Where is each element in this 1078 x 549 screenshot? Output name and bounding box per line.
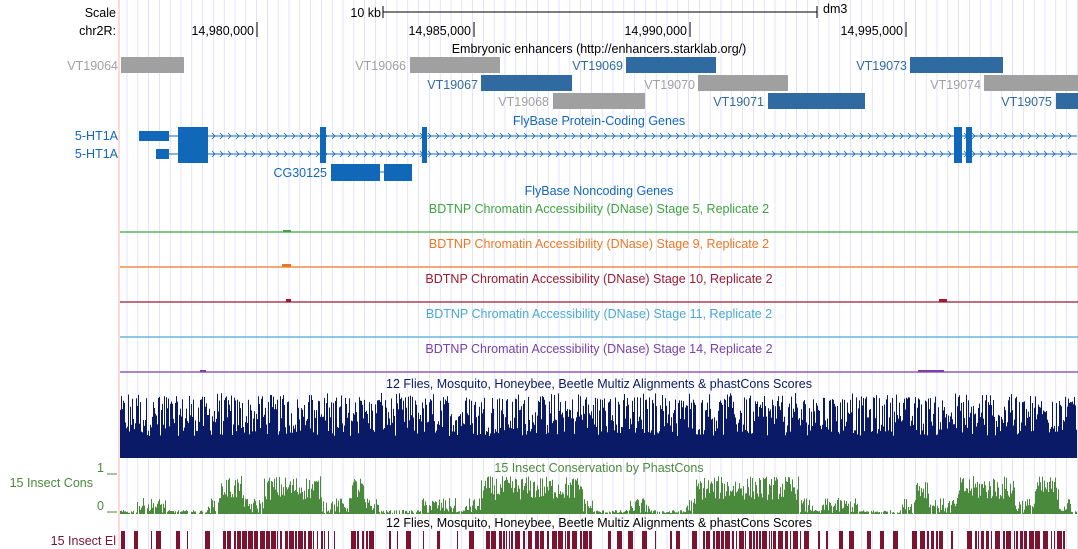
enhancer-label-vt19069[interactable]: VT19069: [572, 59, 623, 73]
dnase-stage10-peak: [939, 299, 947, 302]
enhancer-feature-vt19070[interactable]: [698, 75, 788, 91]
multiz-track[interactable]: 12 Flies, Mosquito, Honeybee, Beetle Mul…: [120, 377, 1077, 458]
enhancer-label-vt19073[interactable]: VT19073: [856, 59, 907, 73]
dnase-stage5-peak: [283, 230, 291, 232]
ruler-header[interactable]: Scale 10 kb dm3 chr2R: 14,980,000 14,985…: [79, 2, 907, 38]
dnase-tracks[interactable]: BDTNP Chromatin Accessibility (DNase) St…: [120, 202, 1078, 373]
gene-label-5-ht1a[interactable]: 5-HT1A: [75, 147, 119, 161]
elements-side-label[interactable]: 15 Insect El: [51, 534, 116, 548]
conservation-axis-max: 1: [97, 461, 104, 475]
dnase-stage10-peak: [286, 299, 291, 302]
insect-elements-track[interactable]: 12 Flies, Mosquito, Honeybee, Beetle Mul…: [51, 516, 1065, 549]
enhancer-feature-vt19064[interactable]: [121, 57, 184, 73]
conservation-histogram[interactable]: [120, 476, 1077, 514]
enhancer-feature-vt19074[interactable]: [984, 75, 1078, 91]
enhancer-feature-vt19075[interactable]: [1056, 93, 1078, 109]
multiz-conservation-histogram[interactable]: [120, 393, 1077, 458]
elements-track-title: 12 Flies, Mosquito, Honeybee, Beetle Mul…: [386, 516, 812, 530]
gene-model-5-ht1a[interactable]: [139, 127, 1077, 145]
dnase-stage11-title[interactable]: BDTNP Chromatin Accessibility (DNase) St…: [426, 307, 772, 321]
position-label: 14,990,000: [624, 24, 687, 38]
scale-value: 10 kb: [350, 6, 381, 20]
enhancer-label-vt19067[interactable]: VT19067: [427, 78, 478, 92]
genes-track-title: FlyBase Protein-Coding Genes: [513, 114, 685, 128]
dnase-stage14-title[interactable]: BDTNP Chromatin Accessibility (DNase) St…: [425, 342, 772, 356]
enhancer-label-vt19070[interactable]: VT19070: [644, 78, 695, 92]
dnase-stage5-title[interactable]: BDTNP Chromatin Accessibility (DNase) St…: [429, 202, 769, 216]
enhancer-label-vt19068[interactable]: VT19068: [498, 95, 549, 109]
insect-conservation-track[interactable]: 15 Insect Conservation by PhastCons 15 I…: [10, 461, 1077, 514]
dnase-stage9-peak: [282, 264, 291, 267]
gene-model-5-ht1a[interactable]: [156, 145, 1077, 163]
dnase-stage14-peak: [918, 370, 944, 372]
conservation-track-title: 15 Insect Conservation by PhastCons: [494, 461, 703, 475]
protein-coding-genes-track[interactable]: FlyBase Protein-Coding Genes 5-HT1A 5-HT…: [75, 114, 1077, 181]
enhancer-label-vt19074[interactable]: VT19074: [930, 78, 981, 92]
position-label: 14,980,000: [191, 24, 254, 38]
enhancer-feature-vt19071[interactable]: [768, 93, 865, 109]
enhancer-feature-vt19069[interactable]: [626, 57, 716, 73]
enhancer-label-vt19075[interactable]: VT19075: [1001, 95, 1052, 109]
assembly-label: dm3: [823, 2, 847, 16]
conserved-elements[interactable]: [121, 531, 1065, 549]
position-label: 14,985,000: [408, 24, 471, 38]
dnase-stage14-peak: [200, 370, 206, 372]
gene-label-cg30125[interactable]: CG30125: [273, 166, 327, 180]
enhancer-label-vt19066[interactable]: VT19066: [355, 59, 406, 73]
dnase-stage9-title[interactable]: BDTNP Chromatin Accessibility (DNase) St…: [429, 237, 769, 251]
multiz-track-title: 12 Flies, Mosquito, Honeybee, Beetle Mul…: [386, 377, 812, 391]
conservation-side-label[interactable]: 15 Insect Cons: [10, 476, 93, 490]
enhancer-label-vt19071[interactable]: VT19071: [713, 95, 764, 109]
enhancer-feature-vt19066[interactable]: [410, 57, 500, 73]
enhancer-feature-vt19068[interactable]: [553, 93, 645, 109]
enhancers-track-title: Embryonic enhancers (http://enhancers.st…: [452, 42, 747, 56]
scale-label: Scale: [85, 6, 116, 20]
conservation-axis-min: 0: [97, 499, 104, 513]
dnase-stage10-title[interactable]: BDTNP Chromatin Accessibility (DNase) St…: [425, 272, 772, 286]
enhancer-feature-vt19073[interactable]: [910, 57, 1003, 73]
chrom-label: chr2R:: [79, 24, 116, 38]
position-label: 14,995,000: [840, 24, 903, 38]
gene-model-cg30125[interactable]: [331, 164, 412, 181]
enhancer-feature-vt19067[interactable]: [481, 75, 572, 91]
gene-label-5-ht1a[interactable]: 5-HT1A: [75, 129, 119, 143]
enhancers-track[interactable]: Embryonic enhancers (http://enhancers.st…: [67, 42, 1078, 109]
enhancer-label-vt19064[interactable]: VT19064: [67, 59, 118, 73]
noncoding-genes-track-title[interactable]: FlyBase Noncoding Genes: [525, 184, 674, 198]
